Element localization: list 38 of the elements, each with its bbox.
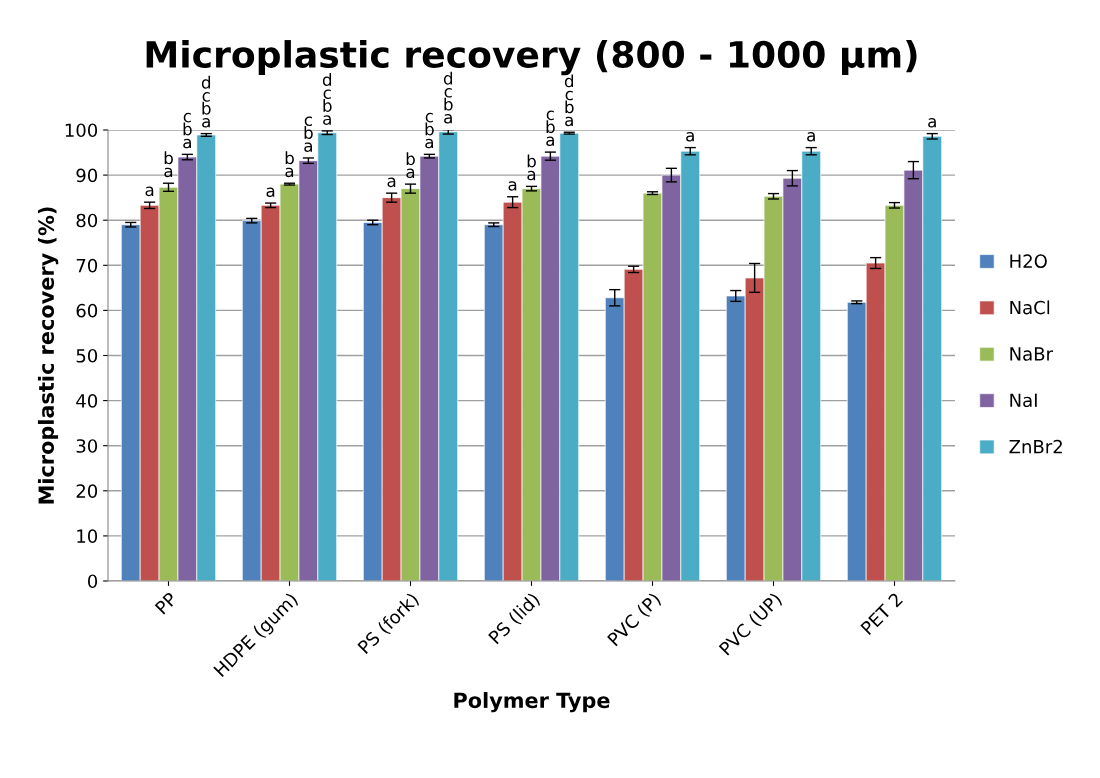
data-label: d c b a bbox=[322, 73, 332, 125]
legend-label: NaBr bbox=[1010, 347, 1053, 361]
data-label: c b a bbox=[546, 110, 555, 147]
data-label: b a bbox=[285, 151, 294, 178]
data-label: b a bbox=[406, 152, 415, 179]
data-label: d c b a bbox=[201, 75, 211, 128]
data-label: a bbox=[807, 132, 815, 142]
legend-label: NaI bbox=[1010, 393, 1037, 408]
y-tick-label: 40 bbox=[76, 394, 98, 408]
data-label: b a bbox=[527, 154, 536, 181]
y-axis-title: Microplastic recovery (%) bbox=[37, 207, 59, 504]
y-tick-label: 0 bbox=[87, 574, 98, 589]
y-tick-label: 60 bbox=[76, 303, 98, 318]
y-tick-label: 10 bbox=[77, 529, 98, 544]
data-label: c b a bbox=[425, 112, 434, 149]
y-tick-label: 100 bbox=[65, 123, 98, 138]
legend-label: H2O bbox=[1010, 254, 1047, 269]
y-tick-label: 50 bbox=[76, 348, 98, 363]
data-label: c b a bbox=[183, 112, 192, 149]
x-axis-title: Polymer Type bbox=[454, 692, 610, 713]
legend-label: ZnBr2 bbox=[1009, 439, 1062, 454]
data-label: d c b a bbox=[564, 74, 574, 127]
data-label: a bbox=[145, 186, 154, 197]
legend-label: NaCl bbox=[1010, 300, 1050, 315]
y-tick-label: 30 bbox=[76, 439, 98, 453]
y-tick-label: 90 bbox=[76, 168, 98, 183]
x-tick-label: PP bbox=[154, 591, 178, 615]
data-label: a bbox=[508, 181, 517, 191]
x-tick-label: PS (lid) bbox=[487, 591, 542, 646]
data-label: c b a bbox=[304, 116, 313, 152]
y-tick-label: 20 bbox=[76, 484, 98, 498]
y-tick-label: 70 bbox=[76, 258, 98, 273]
data-label: a bbox=[266, 187, 275, 198]
data-label: a bbox=[387, 177, 396, 188]
data-label: b a bbox=[164, 151, 173, 178]
data-label: a bbox=[686, 132, 694, 142]
y-tick-label: 80 bbox=[76, 213, 98, 228]
data-label: a bbox=[928, 118, 936, 128]
